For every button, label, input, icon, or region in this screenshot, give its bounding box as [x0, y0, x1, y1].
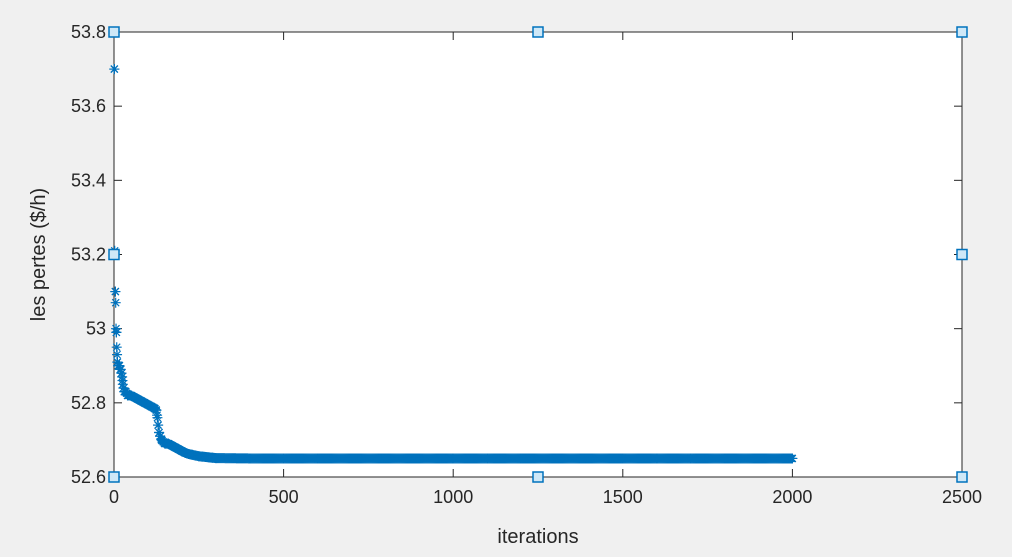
x-tick-label: 0 — [109, 487, 119, 507]
data-point-marker — [118, 383, 129, 393]
x-tick-label: 500 — [269, 487, 299, 507]
data-point-marker — [114, 360, 125, 371]
data-point-marker — [787, 453, 798, 464]
y-tick-label: 53.4 — [71, 170, 106, 190]
x-tick-label: 1000 — [433, 487, 473, 507]
y-axis-label: les pertes ($/h) — [28, 188, 50, 321]
data-point-marker — [110, 286, 121, 297]
edge-square-marker — [532, 26, 544, 38]
edge-square-marker — [532, 471, 544, 483]
x-tick-label: 2000 — [772, 487, 812, 507]
data-point-marker — [116, 368, 127, 379]
y-tick-labels: 52.6 52.8 53 53.2 53.4 53.6 53.8 — [71, 22, 106, 487]
y-tick-label: 52.8 — [71, 393, 106, 413]
data-point-marker — [151, 404, 162, 415]
edge-square-marker — [108, 248, 120, 261]
x-axis-label: iterations — [497, 526, 578, 548]
edge-square-marker — [956, 26, 968, 38]
y-tick-label: 53.2 — [71, 245, 106, 265]
data-point-marker — [153, 420, 164, 431]
data-point-marker — [154, 427, 165, 438]
x-tick-labels: 0 500 1000 1500 2000 2500 — [109, 487, 982, 507]
data-point-marker — [109, 64, 120, 75]
data-point-marker — [111, 342, 122, 353]
data-point-marker — [152, 410, 163, 421]
edge-square-marker — [956, 248, 968, 261]
edge-square-marker — [108, 26, 120, 38]
data-point-marker — [110, 297, 121, 308]
data-point-marker — [115, 364, 126, 375]
x-tick-label: 1500 — [603, 487, 643, 507]
data-point-marker — [155, 431, 166, 442]
axes-box — [113, 31, 963, 478]
y-tick-label: 52.6 — [71, 467, 106, 487]
data-point-marker — [112, 357, 123, 368]
edge-square-markers — [108, 26, 968, 483]
edge-square-marker — [956, 471, 968, 483]
y-tick-label: 53 — [86, 319, 106, 339]
data-point-marker — [111, 327, 122, 338]
y-tick-label: 53.6 — [71, 96, 106, 116]
data-point-marker — [112, 349, 123, 360]
y-tick-label: 53.8 — [71, 22, 106, 42]
edge-square-marker — [108, 471, 120, 483]
data-series — [109, 64, 798, 464]
x-tick-label: 2500 — [942, 487, 982, 507]
data-point-marker — [117, 375, 128, 386]
